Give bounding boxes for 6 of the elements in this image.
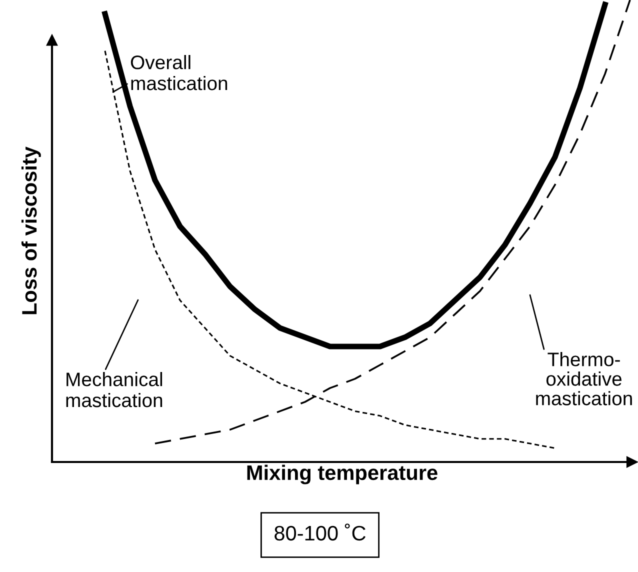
x-axis-title: Mixing temperature [247, 464, 438, 484]
text: 80-100 ˚C [274, 524, 366, 541]
y-axis-title: Loss of viscosity [21, 146, 41, 314]
annotation: Thermo- oxidative mastication [536, 352, 632, 406]
annotation: Mechanical mastication [66, 372, 162, 408]
annotation: Overall mastication [130, 55, 228, 90]
